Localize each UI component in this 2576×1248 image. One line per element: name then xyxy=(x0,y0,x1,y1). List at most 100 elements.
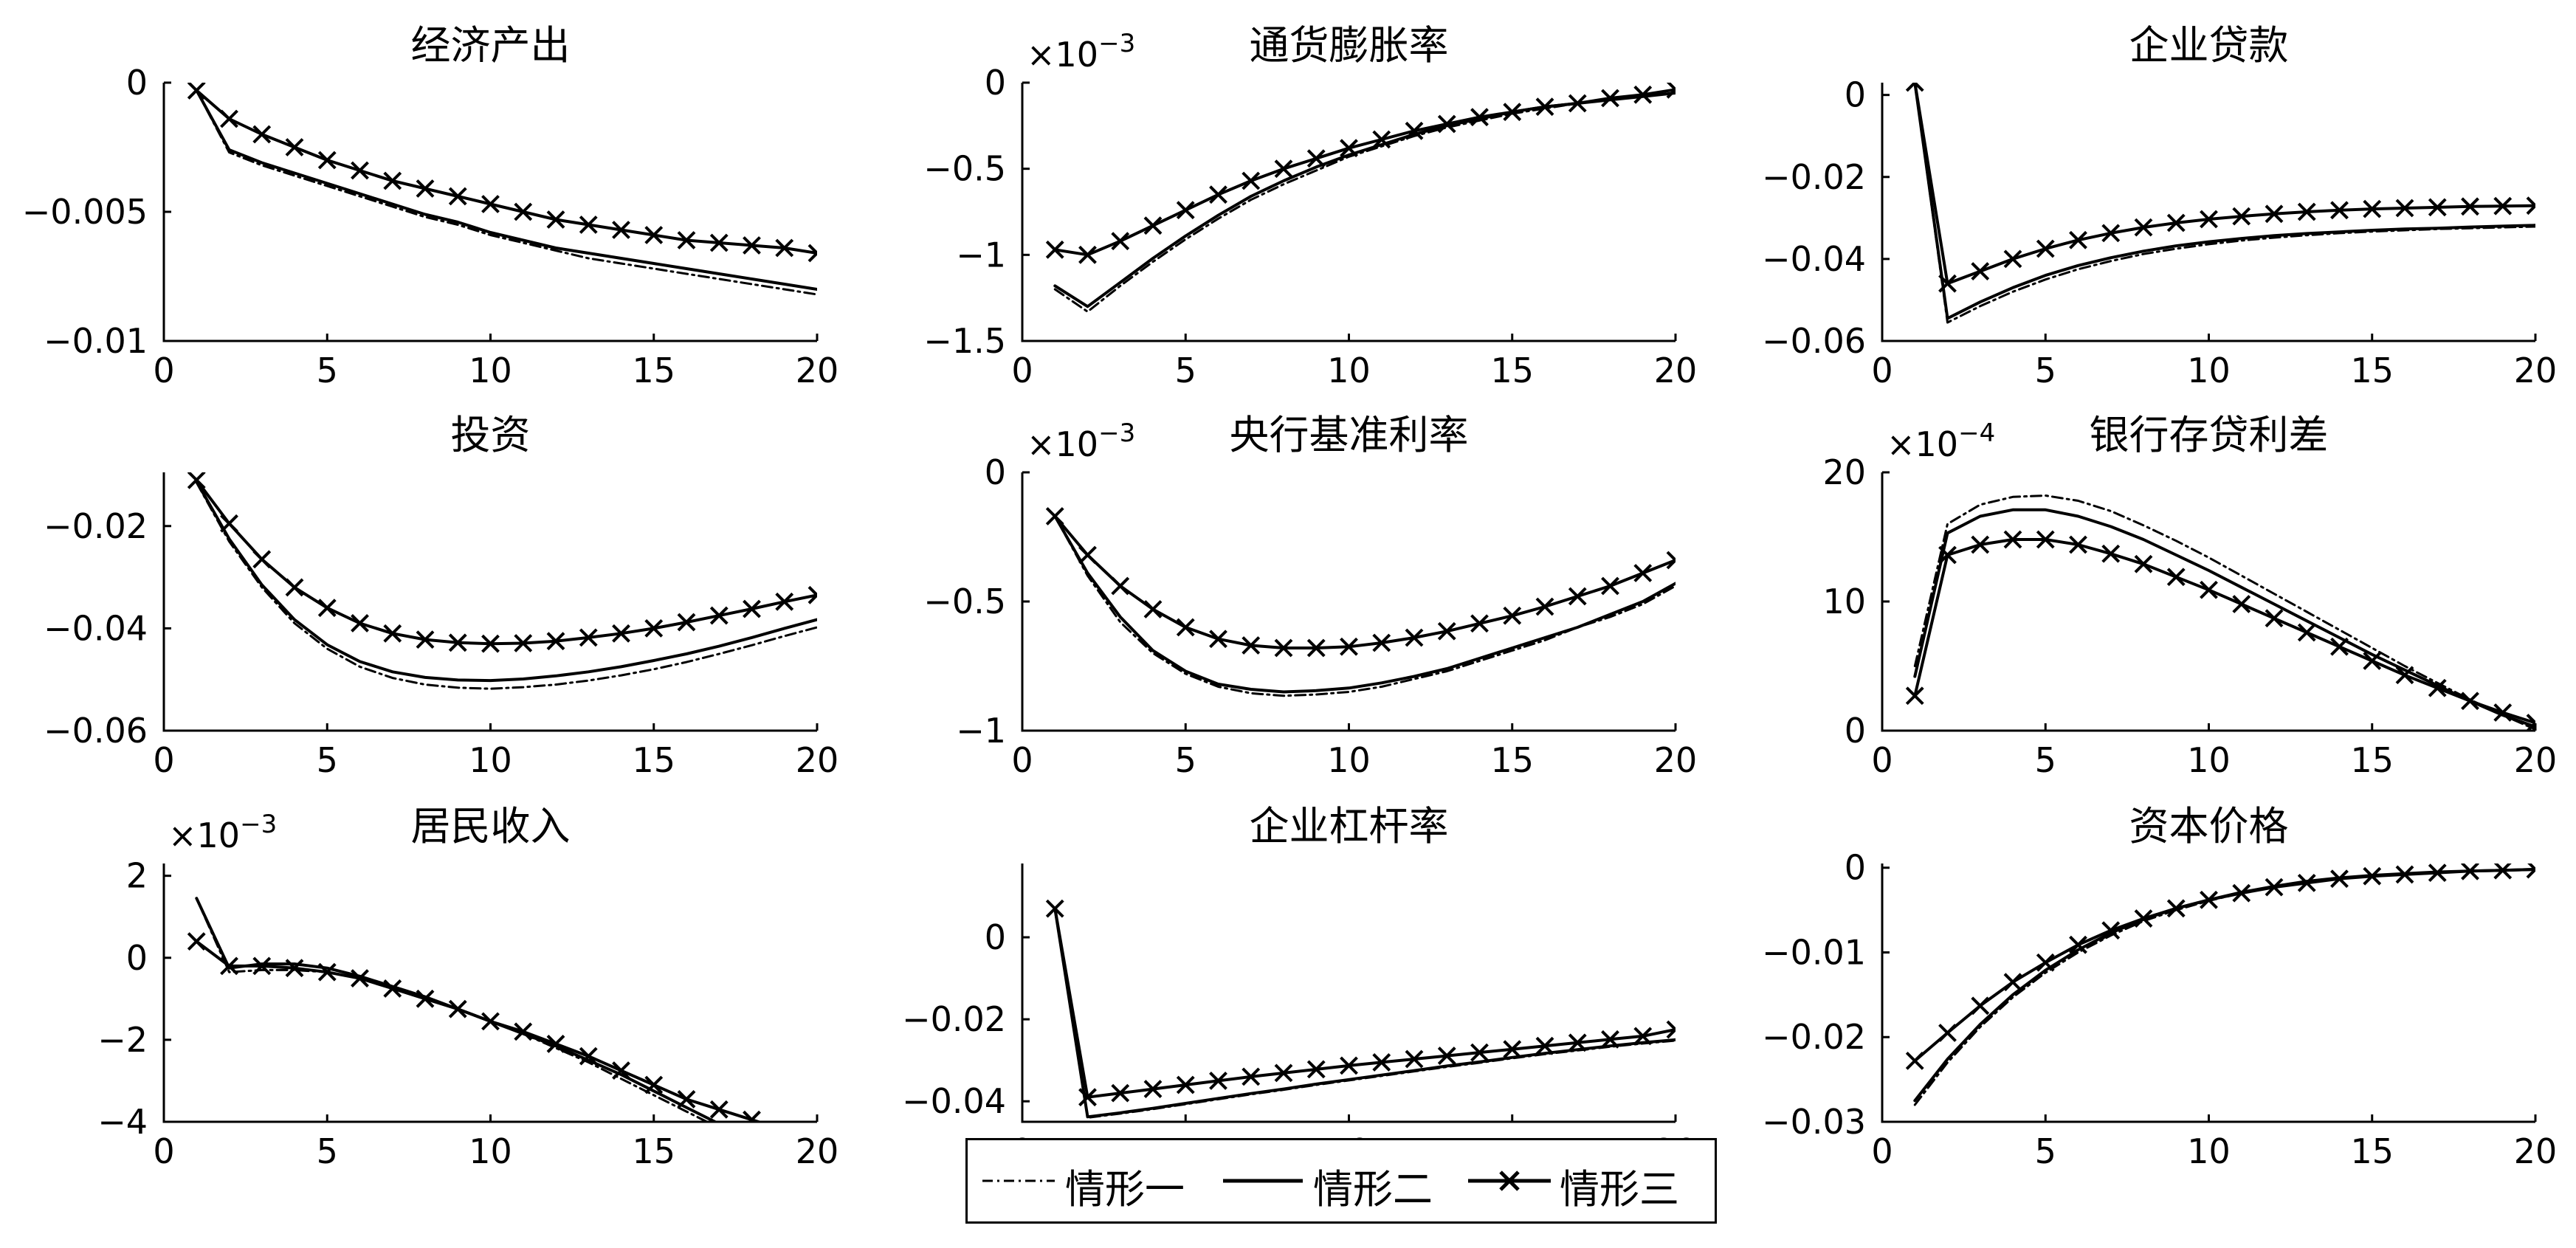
subplot-title: 通货膨胀率 xyxy=(1250,22,1449,69)
y-tick-label: −0.02 xyxy=(1762,1017,1866,1057)
series-marker-x xyxy=(1405,121,1424,140)
series-marker-x xyxy=(416,989,435,1008)
series-line-2 xyxy=(195,89,817,291)
series-marker-x xyxy=(1111,1083,1130,1103)
x-tick-label: 5 xyxy=(1175,740,1196,780)
y-tick-label: −0.02 xyxy=(1762,157,1866,197)
y-tick-label: 0 xyxy=(985,917,1006,957)
series-marker-x xyxy=(2395,865,2414,884)
series-marker-x xyxy=(1971,262,1990,280)
series-marker-x xyxy=(2134,218,2153,237)
x-tick-label: 15 xyxy=(2350,351,2394,390)
series-marker-x xyxy=(709,1100,729,1119)
series-marker-x xyxy=(1372,633,1391,652)
series-marker-x xyxy=(351,161,369,180)
series-marker-x xyxy=(252,956,272,976)
series-marker-x xyxy=(1470,108,1489,127)
legend-swatch-solid xyxy=(1223,1179,1303,1183)
series-marker-x xyxy=(1340,637,1358,656)
x-tick-label: 10 xyxy=(1327,740,1371,780)
y-tick-label: −0.5 xyxy=(923,582,1006,621)
subplot-title: 企业杠杆率 xyxy=(1250,803,1449,849)
plot-area xyxy=(1045,83,1676,313)
series-marker-x xyxy=(1470,1043,1489,1062)
series-marker-x xyxy=(1045,899,1064,918)
series-marker-x xyxy=(481,195,500,213)
y-tick-label: −0.03 xyxy=(1762,1102,1866,1142)
x-tick-label: 0 xyxy=(1871,740,1893,780)
series-marker-x xyxy=(612,624,630,643)
series-line-1 xyxy=(1913,83,2535,324)
y-tick-label: −1 xyxy=(956,711,1006,751)
series-marker-x xyxy=(2036,530,2055,549)
series-marker-x xyxy=(2003,249,2022,269)
series-marker-x xyxy=(1078,245,1097,264)
series-marker-x xyxy=(776,1120,793,1122)
series-line-3 xyxy=(1053,88,1676,257)
series-marker-x xyxy=(677,231,696,249)
series-marker-x xyxy=(2134,554,2153,573)
series-marker-x xyxy=(1143,216,1163,235)
legend-label-scenario-3: 情形三 xyxy=(1560,1166,1679,1213)
series-marker-x xyxy=(2166,213,2186,232)
y-tick-label: −0.02 xyxy=(44,506,148,546)
series-marker-x xyxy=(1111,232,1130,251)
subplot-title: 企业贷款 xyxy=(2129,22,2289,69)
plot-area xyxy=(1045,507,1676,697)
x-tick-label: 0 xyxy=(1011,740,1033,780)
series-marker-x xyxy=(448,633,467,652)
series-line-3 xyxy=(195,89,817,255)
series-marker-x xyxy=(2101,224,2121,243)
series-marker-x xyxy=(1666,83,1676,99)
series-line-2 xyxy=(1053,92,1676,308)
series-marker-x xyxy=(579,628,598,647)
legend-label-scenario-2: 情形二 xyxy=(1313,1166,1433,1213)
series-marker-x xyxy=(1340,1056,1358,1075)
series-marker-x xyxy=(1905,83,1924,92)
series-marker-x xyxy=(1470,614,1489,633)
series-marker-x xyxy=(546,210,565,229)
series-marker-x xyxy=(2526,714,2535,731)
x-tick-label: 15 xyxy=(1490,740,1534,780)
legend-swatch-dash-dot xyxy=(982,1179,1055,1182)
x-tick-label: 0 xyxy=(153,740,174,780)
series-marker-x xyxy=(285,578,304,597)
series-marker-x xyxy=(2069,935,2087,954)
series-line-3 xyxy=(1053,514,1676,649)
series-marker-x xyxy=(1176,618,1195,637)
series-line-1 xyxy=(1913,868,2535,1106)
plot-area xyxy=(1905,83,2535,324)
x-tick-label: 0 xyxy=(1011,351,1033,390)
x-tick-label: 0 xyxy=(153,1131,174,1171)
series-marker-x xyxy=(1633,1027,1653,1046)
series-marker-x xyxy=(1938,1024,1957,1042)
series-marker-x xyxy=(1601,1030,1619,1049)
series-marker-x xyxy=(2330,637,2349,656)
series-marker-x xyxy=(1274,638,1293,658)
series-marker-x xyxy=(1905,686,1924,706)
series-marker-x xyxy=(2297,202,2316,221)
series-marker-x xyxy=(2395,199,2414,218)
y-tick-label: 0 xyxy=(126,938,148,978)
series-marker-x xyxy=(1938,274,1957,293)
series-marker-x xyxy=(1938,545,1957,565)
y-tick-label: −0.005 xyxy=(22,192,148,232)
series-marker-x xyxy=(1568,94,1587,113)
series-line-3 xyxy=(1913,83,2535,286)
series-marker-x xyxy=(644,226,664,244)
y-tick-label: 0 xyxy=(1845,711,1866,751)
series-marker-x xyxy=(546,632,565,651)
series-marker-x xyxy=(677,613,696,632)
y-tick-label: 20 xyxy=(1822,452,1866,492)
legend-swatch-solid-x xyxy=(1468,1171,1551,1191)
x-tick-label: 10 xyxy=(2187,740,2231,780)
series-marker-x xyxy=(416,630,435,649)
series-marker-x xyxy=(2166,899,2186,918)
x-tick-label: 10 xyxy=(469,351,512,390)
subplot-title: 银行存贷利差 xyxy=(2090,412,2329,458)
series-marker-x xyxy=(2461,197,2479,216)
subplot-3: 0 5 10 15 20 0 −0.02 −0.04 −0.06 企业贷款 xyxy=(1762,22,2557,390)
series-marker-x xyxy=(743,599,761,618)
